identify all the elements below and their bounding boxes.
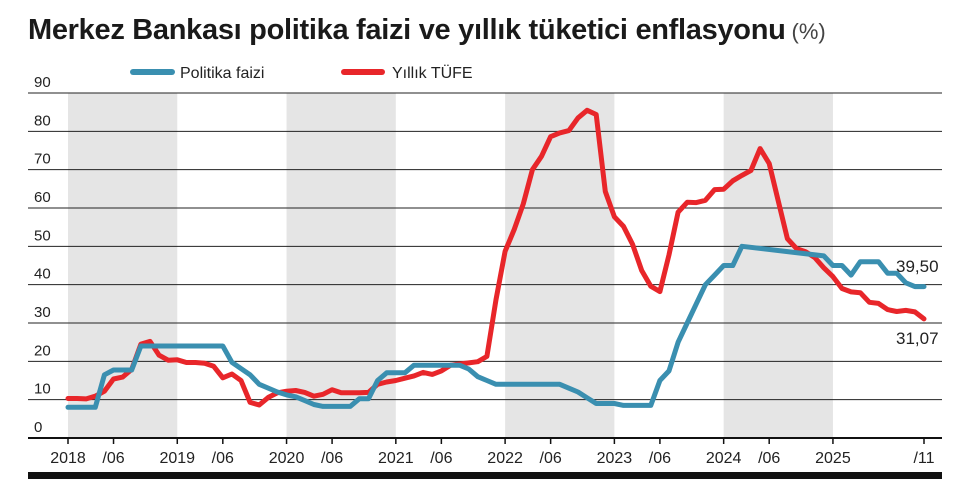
- y-tick-label: 90: [34, 74, 51, 91]
- bottom-rule: [28, 472, 942, 479]
- y-tick-label: 30: [34, 304, 51, 321]
- end-label-policy-rate: 39,50: [896, 257, 939, 276]
- x-tick-label: 2024: [706, 450, 742, 467]
- legend: Politika faizi Yıllık TÜFE: [130, 64, 473, 82]
- x-tick-label: 2021: [378, 450, 414, 467]
- y-tick-label: 80: [34, 112, 51, 129]
- year-band-2024: [723, 93, 833, 438]
- chart-title: Merkez Bankası politika faizi ve yıllık …: [28, 14, 786, 46]
- x-tick-label: 2023: [597, 450, 633, 467]
- legend-label: Politika faizi: [180, 65, 264, 82]
- year-band-2018: [68, 93, 178, 438]
- y-tick-label: 60: [34, 189, 51, 206]
- chart-title-block: Merkez Bankası politika faizi ve yıllık …: [28, 14, 826, 47]
- x-tick-label: /06: [430, 450, 452, 467]
- x-tick-label: 2022: [487, 450, 523, 467]
- year-band-2022: [505, 93, 615, 438]
- x-axis: 2018/06 2019/06 2020/06 2021/06 2022/06 2023 /…: [28, 437, 942, 467]
- x-tick-label: 2020: [269, 450, 305, 467]
- y-tick-label: 70: [34, 151, 51, 168]
- x-tick-label: 2018: [50, 450, 86, 467]
- series-lines: [65, 107, 927, 410]
- series-line-cpi: [65, 107, 927, 408]
- end-labels: 39,50 31,07: [896, 257, 939, 348]
- x-tick-label: /06: [758, 450, 780, 467]
- y-tick-label: 40: [34, 266, 51, 283]
- series-line-policy-rate: [65, 243, 927, 410]
- x-tick-label: 2019: [159, 450, 195, 467]
- x-tick-label: /06: [321, 450, 343, 467]
- x-tick-label: /06: [212, 450, 234, 467]
- chart-unit: (%): [791, 19, 826, 44]
- y-tick-label: 0: [34, 419, 42, 436]
- y-tick-label: 20: [34, 342, 51, 359]
- y-tick-label: 50: [34, 227, 51, 244]
- x-tick-label: /06: [540, 450, 562, 467]
- x-tick-label: 2025: [815, 450, 851, 467]
- x-tick-label: /06: [649, 450, 671, 467]
- year-shading: [68, 93, 833, 438]
- x-tick-label: /11: [913, 450, 934, 467]
- x-tick-label: /06: [102, 450, 124, 467]
- end-label-cpi: 31,07: [896, 329, 939, 348]
- y-tick-label: 10: [34, 381, 51, 398]
- legend-label: Yıllık TÜFE: [392, 64, 473, 82]
- y-axis: 0 10 20 30 40 50 60 70 80 90: [34, 74, 51, 436]
